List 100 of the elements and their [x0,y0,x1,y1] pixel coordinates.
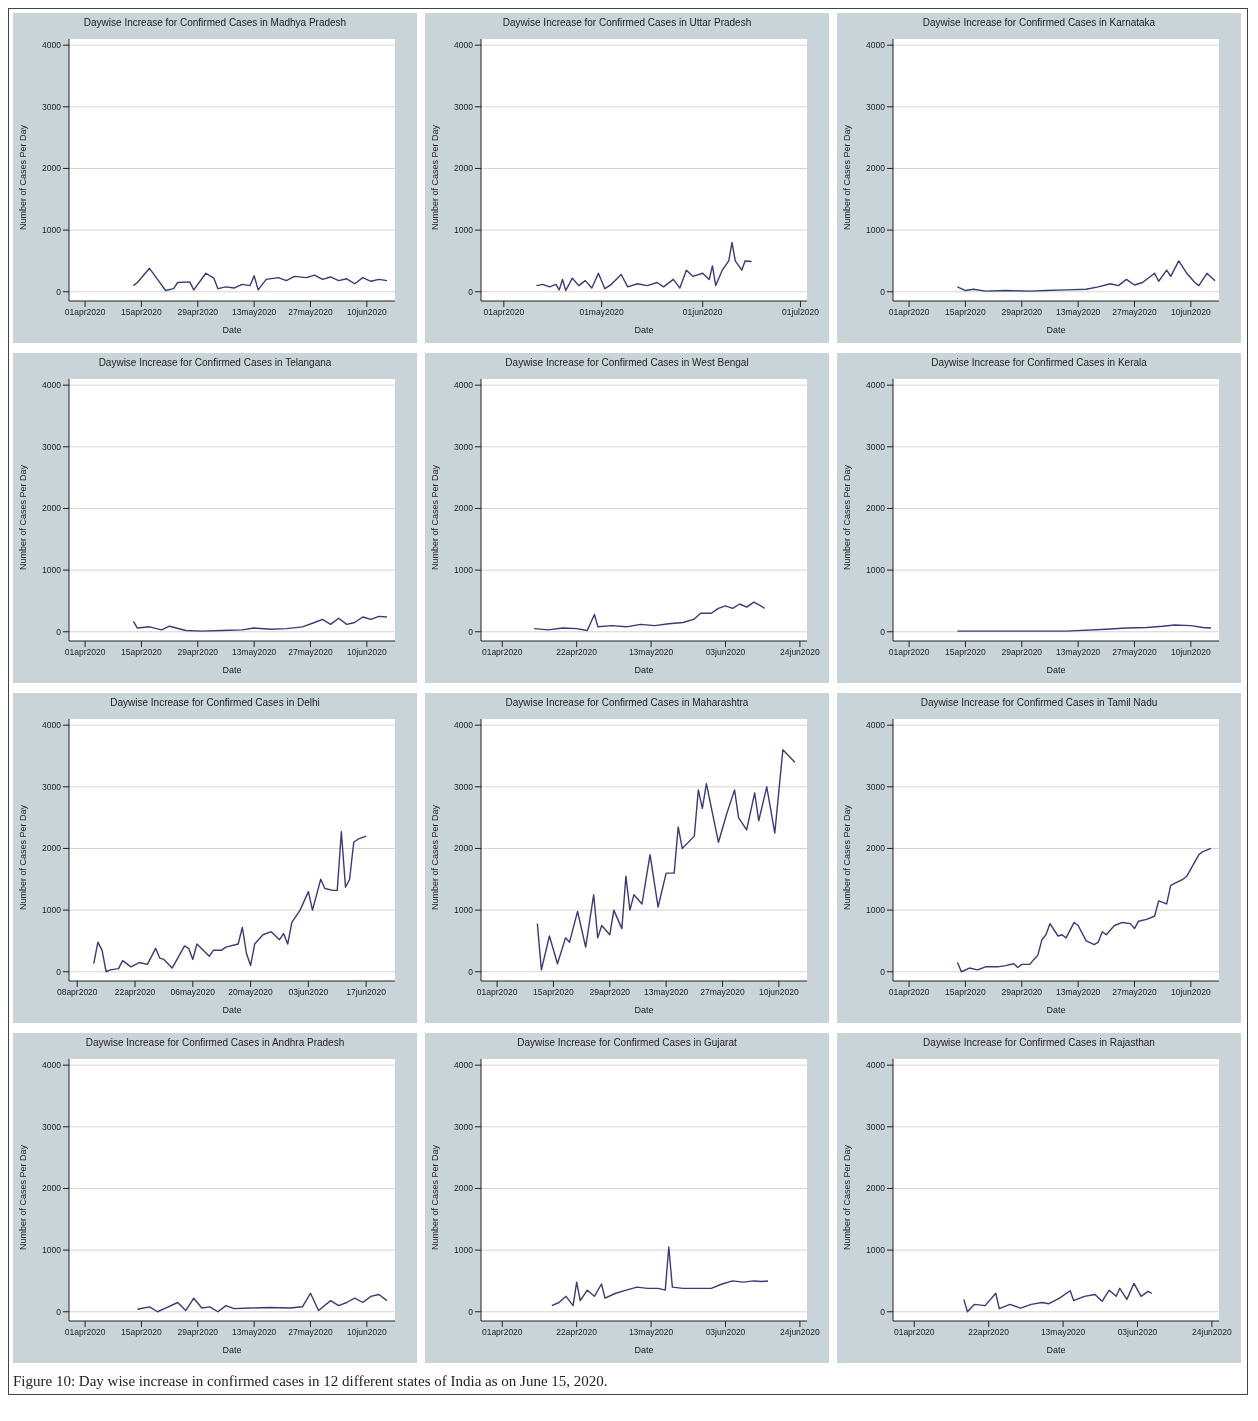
x-tick-label: 27may2020 [288,1327,333,1338]
x-tick-label: 01apr2020 [893,1327,935,1338]
y-tick-label: 4000 [42,40,62,51]
x-tick-label: 10jun2020 [758,987,799,998]
y-axis-title: Number of Cases Per Day [430,804,441,910]
x-tick-label: 22apr2020 [968,1327,1010,1338]
y-tick-label: 4000 [42,720,62,731]
y-tick-label: 1000 [42,225,62,236]
x-tick-label: 15apr2020 [121,647,163,658]
x-tick-label: 03jun2020 [705,647,746,658]
x-tick-label: 01jul2020 [782,307,820,318]
line-series [536,749,796,971]
line-series [132,615,388,632]
x-tick-label: 20may2020 [228,987,274,998]
y-tick-label: 1000 [866,1245,886,1256]
y-tick-label: 3000 [42,101,62,112]
y-tick-label: 0 [468,626,474,637]
line-series [956,624,1212,632]
x-tick-label: 03jun2020 [1117,1327,1158,1338]
y-tick-label: 3000 [42,441,62,452]
x-tick-label: 01apr2020 [64,1327,106,1338]
x-tick-label: 13may2020 [1055,987,1101,998]
x-tick-label: 01apr2020 [481,647,523,658]
y-tick-label: 2000 [454,503,474,514]
x-tick-label: 22apr2020 [556,647,598,658]
chart-title: Daywise Increase for Confirmed Cases in West Bengal [504,357,750,370]
y-tick-label: 1000 [42,565,62,576]
x-tick-label: 10jun2020 [1170,987,1211,998]
y-axis-title: Number of Cases Per Day [842,464,853,570]
y-axis-title: Number of Cases Per Day [842,1144,853,1250]
x-axis-title: Date [222,665,242,675]
y-tick-label: 3000 [866,1121,886,1132]
x-tick-label: 01jun2020 [682,307,723,318]
x-tick-label: 29apr2020 [589,987,631,998]
y-tick-label: 0 [468,966,474,977]
x-tick-label: 22apr2020 [114,987,156,998]
x-tick-label: 22apr2020 [556,1327,598,1338]
y-tick-label: 0 [880,286,886,297]
x-tick-label: 13may2020 [1055,307,1101,318]
line-series [93,831,367,973]
y-tick-label: 0 [56,286,62,297]
x-tick-label: 01apr2020 [64,647,106,658]
y-tick-label: 3000 [42,781,62,792]
x-tick-label: 13may2020 [231,307,277,318]
x-axis-title: Date [222,325,242,335]
x-tick-label: 15apr2020 [121,307,163,318]
x-axis-title: Date [222,1345,242,1355]
y-axis-title: Number of Cases Per Day [18,464,29,570]
line-series [132,267,388,292]
y-tick-label: 3000 [454,1121,474,1132]
chart-title: Daywise Increase for Confirmed Cases in Delhi [109,697,321,710]
line-series [963,1282,1153,1313]
y-tick-label: 0 [880,1306,886,1317]
y-tick-label: 1000 [454,565,474,576]
x-tick-label: 01may2020 [579,307,625,318]
x-tick-label: 10jun2020 [346,307,387,318]
x-tick-label: 29apr2020 [177,647,219,658]
x-tick-label: 03jun2020 [288,987,329,998]
chart-title: Daywise Increase for Confirmed Cases in Karnataka [921,17,1157,30]
y-tick-label: 2000 [454,163,474,174]
caption: Figure 10: Day wise increase in confirmed cases in 12 different states of India as on June 15, 2020. [13,1373,609,1390]
y-tick-label: 0 [468,286,474,297]
y-axis-title: Number of Cases Per Day [842,804,853,910]
y-tick-label: 3000 [454,441,474,452]
x-tick-label: 13may2020 [231,1327,277,1338]
x-axis-title: Date [1046,1345,1066,1355]
y-axis-title: Number of Cases Per Day [18,1144,29,1250]
y-tick-label: 4000 [42,1060,62,1071]
line-series [533,601,766,632]
y-tick-label: 4000 [866,720,886,731]
x-tick-label: 13may2020 [231,647,277,658]
x-axis-title: Date [634,325,654,335]
y-axis-title: Number of Cases Per Day [430,124,441,230]
y-tick-label: 1000 [866,225,886,236]
x-tick-label: 10jun2020 [1170,647,1211,658]
x-tick-label: 08apr2020 [56,987,98,998]
x-tick-label: 27may2020 [288,307,333,318]
x-tick-label: 29apr2020 [177,307,219,318]
y-tick-label: 1000 [866,565,886,576]
x-tick-label: 24jun2020 [1192,1327,1233,1338]
x-tick-label: 01apr2020 [483,307,525,318]
x-tick-label: 10jun2020 [1170,307,1211,318]
x-tick-label: 27may2020 [1112,987,1157,998]
x-tick-label: 15apr2020 [121,1327,163,1338]
x-tick-label: 13may2020 [628,1327,674,1338]
line-series [956,260,1216,292]
y-axis-title: Number of Cases Per Day [18,804,29,910]
x-tick-label: 29apr2020 [1001,987,1043,998]
x-tick-label: 01apr2020 [888,647,930,658]
x-tick-label: 15apr2020 [533,987,575,998]
chart-title: Daywise Increase for Confirmed Cases in Maharashtra [504,697,750,710]
y-tick-label: 0 [468,1306,474,1317]
y-tick-label: 4000 [454,380,474,391]
chart-title: Daywise Increase for Confirmed Cases in Tamil Nadu [919,697,1159,710]
y-tick-label: 2000 [866,503,886,514]
x-tick-label: 27may2020 [1112,647,1157,658]
y-axis-title: Number of Cases Per Day [430,1144,441,1250]
y-tick-label: 3000 [866,101,886,112]
y-axis-title: Number of Cases Per Day [430,464,441,570]
x-axis-title: Date [1046,665,1066,675]
